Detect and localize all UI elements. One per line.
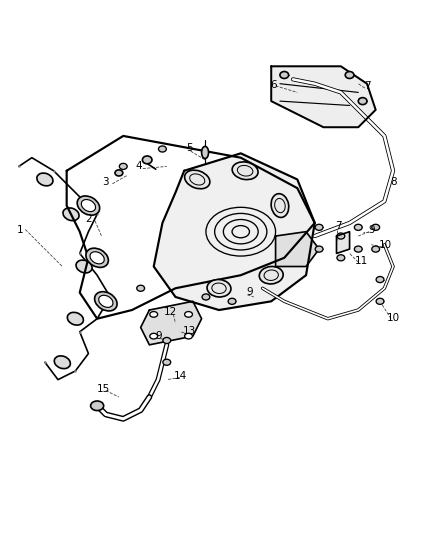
Ellipse shape	[37, 173, 53, 186]
Polygon shape	[336, 232, 350, 254]
Ellipse shape	[150, 333, 158, 339]
Ellipse shape	[201, 147, 208, 158]
Ellipse shape	[232, 162, 258, 180]
Polygon shape	[141, 301, 201, 345]
Ellipse shape	[372, 224, 380, 230]
Ellipse shape	[159, 146, 166, 152]
Text: 4: 4	[135, 161, 142, 172]
Ellipse shape	[259, 266, 283, 284]
Ellipse shape	[315, 224, 323, 230]
Ellipse shape	[76, 260, 92, 273]
Ellipse shape	[150, 312, 158, 317]
Text: 12: 12	[164, 307, 177, 317]
Text: 13: 13	[183, 326, 196, 336]
Polygon shape	[271, 66, 376, 127]
Ellipse shape	[354, 246, 362, 252]
Ellipse shape	[354, 224, 362, 230]
Text: 11: 11	[355, 256, 368, 266]
Text: 3: 3	[102, 176, 109, 187]
Ellipse shape	[63, 208, 79, 221]
Ellipse shape	[95, 292, 117, 311]
Text: 9: 9	[246, 287, 253, 297]
Text: 5: 5	[186, 143, 193, 153]
Text: 10: 10	[386, 313, 399, 323]
Ellipse shape	[77, 196, 100, 215]
Ellipse shape	[142, 156, 152, 164]
Ellipse shape	[280, 71, 289, 78]
Text: 9: 9	[368, 224, 374, 235]
Text: 6: 6	[270, 79, 277, 90]
Ellipse shape	[376, 298, 384, 304]
Text: 9: 9	[155, 331, 162, 341]
Text: 7: 7	[364, 81, 370, 91]
Ellipse shape	[372, 246, 380, 252]
Polygon shape	[154, 154, 315, 310]
Text: 8: 8	[390, 176, 396, 187]
Ellipse shape	[358, 98, 367, 104]
Ellipse shape	[376, 277, 384, 282]
Polygon shape	[276, 232, 319, 266]
Text: 15: 15	[97, 384, 110, 394]
Ellipse shape	[99, 295, 113, 308]
Ellipse shape	[86, 248, 108, 268]
Ellipse shape	[67, 312, 83, 325]
Ellipse shape	[315, 246, 323, 252]
Text: 7: 7	[336, 221, 342, 231]
Ellipse shape	[337, 233, 345, 239]
Ellipse shape	[271, 193, 289, 217]
Ellipse shape	[337, 255, 345, 261]
Ellipse shape	[119, 163, 127, 169]
Ellipse shape	[137, 285, 145, 292]
Ellipse shape	[202, 294, 210, 300]
Ellipse shape	[91, 401, 104, 410]
Ellipse shape	[228, 298, 236, 304]
Ellipse shape	[184, 170, 210, 189]
Text: 1: 1	[16, 224, 23, 235]
Text: 10: 10	[379, 240, 392, 250]
Ellipse shape	[81, 199, 95, 212]
Ellipse shape	[115, 170, 123, 176]
Ellipse shape	[185, 333, 192, 339]
Ellipse shape	[163, 359, 171, 365]
Ellipse shape	[90, 252, 104, 264]
Ellipse shape	[54, 356, 71, 369]
Ellipse shape	[185, 312, 192, 317]
Ellipse shape	[345, 71, 354, 78]
Ellipse shape	[207, 279, 231, 297]
Ellipse shape	[163, 337, 171, 344]
Text: 2: 2	[85, 214, 92, 224]
Text: 14: 14	[174, 371, 187, 381]
